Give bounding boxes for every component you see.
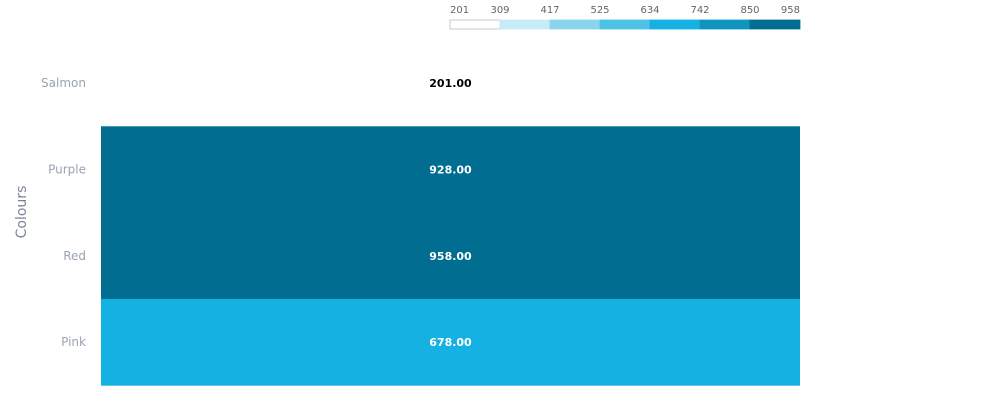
heatmap-cell-salmon	[101, 40, 800, 127]
cell-value-label: 201.00	[429, 77, 472, 90]
legend-swatch	[699, 19, 751, 30]
legend-tick-label: 525	[590, 5, 609, 16]
y-axis-title: Colours	[14, 186, 30, 239]
y-tick-label-red: Red	[63, 249, 86, 263]
color-legend: 201 309 417 525 634 742 850 958	[449, 5, 801, 30]
legend-swatch	[449, 19, 501, 30]
legend-tick-label: 634	[640, 5, 659, 16]
y-tick-label-salmon: Salmon	[41, 76, 86, 90]
y-tick-label-pink: Pink	[61, 335, 86, 349]
legend-swatch	[749, 19, 801, 30]
cell-value-label: 678.00	[429, 336, 472, 349]
y-tick-label-purple: Purple	[48, 162, 86, 176]
legend-swatch	[549, 19, 601, 30]
cell-value-label: 928.00	[429, 163, 472, 176]
legend-tick-label: 201	[450, 5, 469, 16]
y-axis-ticks: Salmon Purple Red Pink	[41, 76, 86, 349]
legend-swatch	[499, 19, 551, 30]
legend-tick-label: 417	[540, 5, 559, 16]
cell-value-label: 958.00	[429, 250, 472, 263]
legend-tick-label: 742	[690, 5, 709, 16]
legend-tick-label: 958	[781, 5, 800, 16]
heatmap-cell-pink	[101, 298, 800, 386]
legend-tick-label: 850	[740, 5, 759, 16]
legend-swatch	[599, 19, 651, 30]
legend-swatch	[649, 19, 701, 30]
heatmap-cell-red	[101, 212, 800, 300]
heatmap-cell-purple	[101, 126, 800, 214]
legend-tick-label: 309	[490, 5, 509, 16]
heatmap-cells: 201.00 928.00 958.00 678.00	[101, 40, 800, 386]
